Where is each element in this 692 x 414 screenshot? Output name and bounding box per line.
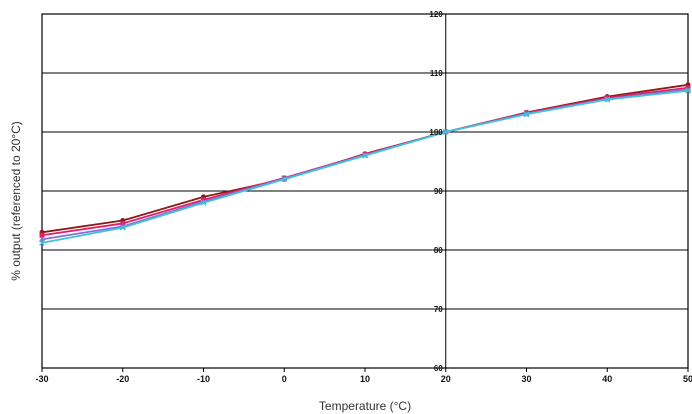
series-line [41,89,689,244]
y-tick-label: 90 [434,187,443,196]
data-point [119,224,126,231]
y-axis-title: % output (referenced to 20°C) [9,121,23,281]
x-tick-label: 50 [683,374,692,384]
series-line [41,86,689,237]
x-tick-label: 20 [441,374,451,384]
y-tick-label: 120 [429,10,443,19]
data-point [281,176,288,183]
data-point [362,152,368,159]
x-tick-label: 30 [521,374,531,384]
data-point [39,232,45,238]
x-tick-label: 40 [602,374,612,384]
y-tick-label: 110 [430,69,443,78]
x-tick-label: -30 [35,374,48,384]
x-tick-label: -10 [197,374,210,384]
series-1 [39,82,691,235]
y-tick-label: 70 [434,305,443,314]
data-point [200,199,207,206]
y-axis-tick-labels: 60 70 80 90 100 110 120 [429,10,443,373]
series-line [41,83,689,234]
series-layer [39,82,691,246]
data-point [523,111,530,118]
grid-lines [42,13,688,369]
x-axis-tick-labels: -30 -20 -10 0 10 20 30 40 50 [35,368,692,384]
data-point [604,96,611,103]
series-4 [39,87,691,246]
y-tick-label: 60 [434,364,443,373]
data-point [685,87,691,94]
x-axis-title: Temperature (°C) [319,399,411,413]
x-tick-label: 10 [360,374,370,384]
y-tick-label: 80 [434,246,443,255]
series-line [41,88,689,241]
data-point [39,239,45,246]
x-tick-label: 0 [282,374,287,384]
data-point [442,129,449,135]
x-tick-label: -20 [116,374,129,384]
y-tick-label: 100 [429,128,443,137]
series-2 [39,85,691,238]
